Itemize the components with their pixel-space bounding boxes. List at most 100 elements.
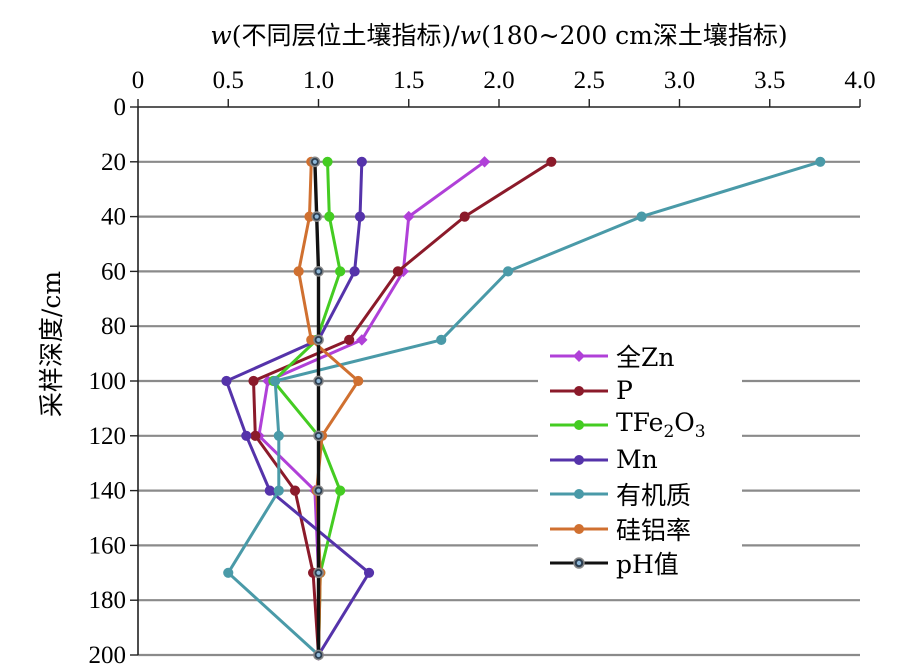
series-line-5 [297, 161, 360, 656]
legend-item-3: Mn [548, 444, 658, 476]
legend-label-text-2: TFe [616, 408, 664, 437]
legend-label-1: P [616, 376, 633, 405]
series-1-point-0 [546, 156, 557, 167]
x-tick-label-2.0: 2.0 [483, 67, 514, 94]
series-2-point-1 [324, 211, 335, 222]
series-6-point-7-center [316, 570, 321, 575]
series-line-6 [313, 161, 321, 655]
series-6-point-6-center [316, 488, 321, 493]
series-4-point-4 [270, 375, 281, 387]
series-line-1 [252, 160, 553, 656]
chart-title: w(不同层位土壤指标)/w(180~200 cm深土壤指标) [138, 16, 860, 52]
title-w-numerator: w [210, 21, 232, 50]
x-tick-label-1.0: 1.0 [303, 67, 334, 94]
legend-swatch-4 [550, 489, 608, 499]
series-2-point-6 [335, 485, 346, 496]
series-4-point-0 [815, 156, 826, 167]
series-1-point-1 [459, 211, 470, 222]
series-6-point-0-center [312, 159, 317, 164]
y-tick-label-40: 40 [101, 204, 126, 231]
legend-swatch-1 [550, 385, 608, 396]
title-w-denominator: w [459, 21, 482, 50]
series-2-point-2 [335, 266, 346, 277]
legend-label-6: pH值 [616, 545, 679, 581]
series-6-point-2-center [316, 269, 321, 274]
legend-label-text-4: 有机质 [616, 481, 692, 510]
legend-item-2: TFe2O3 [548, 408, 706, 442]
series-1-point-3 [344, 334, 355, 345]
chart-legend: 全Zn P TFe2O3 Mn 有机质硅铝率 pH值 [538, 338, 742, 588]
y-tick-label-100: 100 [89, 368, 127, 395]
series-0-point-1 [403, 210, 415, 223]
x-tick-label-1.5: 1.5 [393, 67, 424, 94]
series-4-point-5 [273, 430, 284, 441]
legend-label-mid: O [674, 408, 695, 437]
series-6-point-1-center [314, 214, 319, 219]
legend-label-text-5: 硅铝率 [616, 515, 692, 545]
legend-swatch-0 [550, 350, 608, 362]
legend-label-0: 全Zn [616, 338, 674, 374]
y-tick-label-20: 20 [101, 149, 126, 176]
series-6-point-4-center [316, 378, 321, 384]
series-3-point-4 [221, 375, 232, 387]
x-tick-label-4.0: 4.0 [844, 67, 875, 94]
series-4-point-2 [502, 266, 514, 277]
series-1-point-4 [248, 375, 259, 387]
legend-label-5: 硅铝率 [616, 511, 691, 547]
series-0-point-0 [478, 156, 491, 168]
legend-label-2: TFe2O3 [616, 408, 706, 442]
legend-swatch-6 [550, 557, 608, 569]
title-numerator-text: (不同层位土壤指标)/ [231, 21, 460, 50]
x-tick-label-3.5: 3.5 [754, 67, 785, 94]
series-3-point-0 [356, 156, 367, 167]
series-1-point-5 [250, 430, 261, 441]
legend-swatch-3 [550, 454, 608, 465]
series-4-point-7 [223, 567, 234, 578]
series-line-0 [257, 160, 486, 655]
y-tick-label-180: 180 [89, 587, 127, 614]
legend-label-text-0: 全Zn [616, 343, 675, 372]
x-tick-label-0.5: 0.5 [213, 67, 244, 94]
legend-swatch-5 [550, 523, 608, 534]
legend-item-5: 硅铝率 [548, 513, 691, 545]
legend-label-text-3: Mn [616, 445, 658, 474]
series-3-point-1 [354, 211, 366, 222]
legend-item-4: 有机质 [548, 478, 691, 510]
series-4-point-1 [636, 211, 647, 222]
series-5-point-4 [353, 375, 364, 387]
legend-label-text-1: P [616, 376, 633, 405]
x-tick-label-2.5: 2.5 [574, 67, 605, 94]
series-4-point-6 [273, 485, 284, 496]
series-2-point-0 [322, 156, 333, 167]
series-5-point-2 [293, 266, 304, 277]
series-1-point-6 [289, 485, 301, 496]
series-6-point-8-center [316, 652, 321, 658]
y-tick-label-200: 200 [89, 642, 127, 669]
series-6-point-5-center [316, 433, 321, 438]
x-tick-label-3.0: 3.0 [664, 67, 695, 94]
series-3-point-7 [363, 567, 375, 578]
legend-item-0: 全Zn [548, 340, 674, 372]
y-tick-label-120: 120 [89, 423, 127, 450]
series-3-point-2 [349, 266, 360, 277]
legend-label-3: Mn [616, 445, 658, 474]
legend-label-4: 有机质 [616, 476, 691, 512]
y-tick-label-60: 60 [101, 258, 126, 285]
series-4-point-3 [436, 334, 447, 345]
series-3-point-5 [241, 430, 252, 441]
legend-label-subscript-2: 3 [694, 422, 706, 442]
y-tick-label-80: 80 [101, 313, 126, 340]
x-tick-label-0: 0 [132, 67, 145, 94]
legend-item-6: pH值 [548, 547, 679, 579]
legend-swatch-2 [550, 420, 608, 430]
legend-item-1: P [548, 375, 633, 407]
series-6-point-3-center [316, 337, 321, 342]
y-tick-label-140: 140 [89, 478, 127, 505]
series-0-point-3 [356, 334, 368, 346]
legend-label-subscript-1: 2 [663, 422, 675, 442]
series-3-point-6 [264, 485, 275, 496]
title-denominator-text: (180~200 cm深土壤指标) [481, 21, 788, 50]
y-tick-label-0: 0 [114, 94, 127, 121]
series-1-point-2 [392, 266, 404, 277]
